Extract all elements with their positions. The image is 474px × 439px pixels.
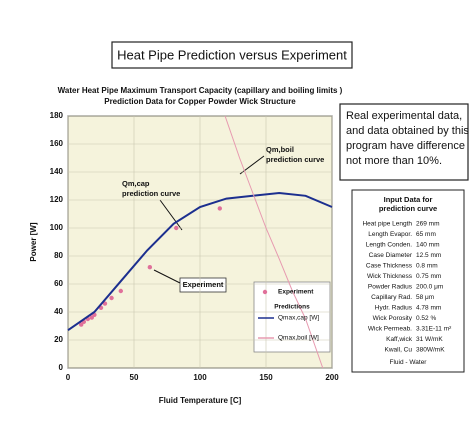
data-point — [174, 225, 179, 231]
data-point — [118, 288, 124, 294]
table-cell: Kaff,wick — [386, 336, 413, 343]
table-cell: Kwall, Cu — [385, 347, 413, 354]
data-point — [79, 322, 84, 327]
legend-box — [253, 281, 331, 353]
chart-title: Prediction Data for Copper Powder Wick S… — [104, 97, 296, 106]
data-point — [109, 295, 114, 301]
y-axis-label: Power [W] — [29, 222, 38, 261]
x-tick-label: 150 — [259, 373, 273, 382]
legend-group-label: Predictions — [274, 304, 310, 311]
note-box — [339, 103, 469, 181]
annotation: Experiment — [183, 280, 224, 289]
table-cell: Heat pipe Length — [362, 221, 412, 228]
note-line: not more than 10%. — [346, 155, 442, 167]
table-box — [351, 189, 465, 373]
table-footer: Fluid - Water — [390, 359, 428, 366]
series-line — [224, 115, 324, 369]
table-title: Input Data for — [384, 195, 433, 204]
table-cell: 140 mm — [416, 242, 439, 249]
x-axis-label: Fluid Temperature [C] — [159, 396, 242, 405]
table-cell: Wick Thickness — [367, 273, 413, 280]
y-tick-label: 180 — [50, 111, 64, 120]
table-cell: Hydr. Radius — [375, 305, 413, 312]
y-tick-label: 140 — [50, 167, 64, 176]
table-cell: Wick Porosity — [373, 315, 413, 322]
x-tick-label: 100 — [193, 373, 207, 382]
series-line — [67, 191, 333, 332]
table-cell: 0.8 mm — [416, 263, 438, 270]
x-tick-label: 50 — [130, 373, 139, 382]
annotation: Qm,cap — [122, 179, 150, 188]
table-cell: 3.31E-11 m² — [416, 326, 452, 333]
annotation: prediction curve — [122, 189, 180, 198]
legend-label: Qmax,cap [W] — [278, 315, 319, 322]
table-cell: Case Diameter — [369, 252, 413, 259]
legend-label: Experiment — [278, 289, 314, 296]
header-box — [111, 41, 353, 69]
y-tick-label: 40 — [54, 307, 63, 316]
y-tick-label: 80 — [54, 251, 63, 260]
table-cell: 4.78 mm — [416, 305, 441, 312]
table-cell: 380W/mK — [416, 347, 445, 354]
note-line: and data obtained by this — [346, 125, 469, 137]
legend-swatch — [262, 289, 268, 295]
data-point — [89, 315, 94, 320]
y-tick-label: 20 — [54, 335, 63, 344]
arrow — [153, 269, 181, 284]
table-cell: Length Conden. — [366, 242, 412, 249]
table-cell: Length Evapor. — [368, 231, 412, 238]
table-cell: 58 μm — [416, 294, 434, 301]
y-tick-label: 160 — [50, 139, 64, 148]
data-point — [217, 206, 222, 211]
table-cell: 269 mm — [416, 221, 439, 228]
table-cell: Powder Radius — [368, 284, 413, 291]
table-cell: 31 W/mK — [416, 336, 443, 343]
table-cell: Case Thickness — [366, 263, 413, 270]
header-title: Heat Pipe Prediction versus Experiment — [117, 47, 347, 62]
y-tick-label: 100 — [50, 223, 64, 232]
table-cell: 200.0 μm — [416, 284, 443, 291]
data-point — [147, 265, 153, 270]
note-line: Real experimental data, — [346, 110, 462, 122]
chart-title: Water Heat Pipe Maximum Transport Capaci… — [58, 86, 343, 95]
y-tick-label: 0 — [59, 363, 64, 372]
x-tick-label: 0 — [66, 373, 71, 382]
table-cell: 0.52 % — [416, 315, 436, 322]
table-cell: 0.75 mm — [416, 273, 441, 280]
annotation: Qm,boil — [266, 145, 294, 154]
y-tick-label: 60 — [54, 279, 63, 288]
arrow — [159, 199, 183, 231]
table-cell: Wick Permeab. — [368, 326, 412, 333]
y-tick-label: 120 — [50, 195, 64, 204]
table-cell: 65 mm — [416, 231, 436, 238]
note-line: program have difference — [346, 140, 465, 152]
data-point — [102, 301, 108, 306]
table-title: prediction curve — [379, 204, 437, 213]
x-tick-label: 200 — [325, 373, 339, 382]
legend-label: Qmax,boil [W] — [278, 335, 319, 342]
table-cell: 12.5 mm — [416, 252, 441, 259]
table-cell: Capillary Rad. — [371, 294, 412, 301]
annotation: prediction curve — [266, 155, 324, 164]
annotation-box — [179, 277, 227, 293]
